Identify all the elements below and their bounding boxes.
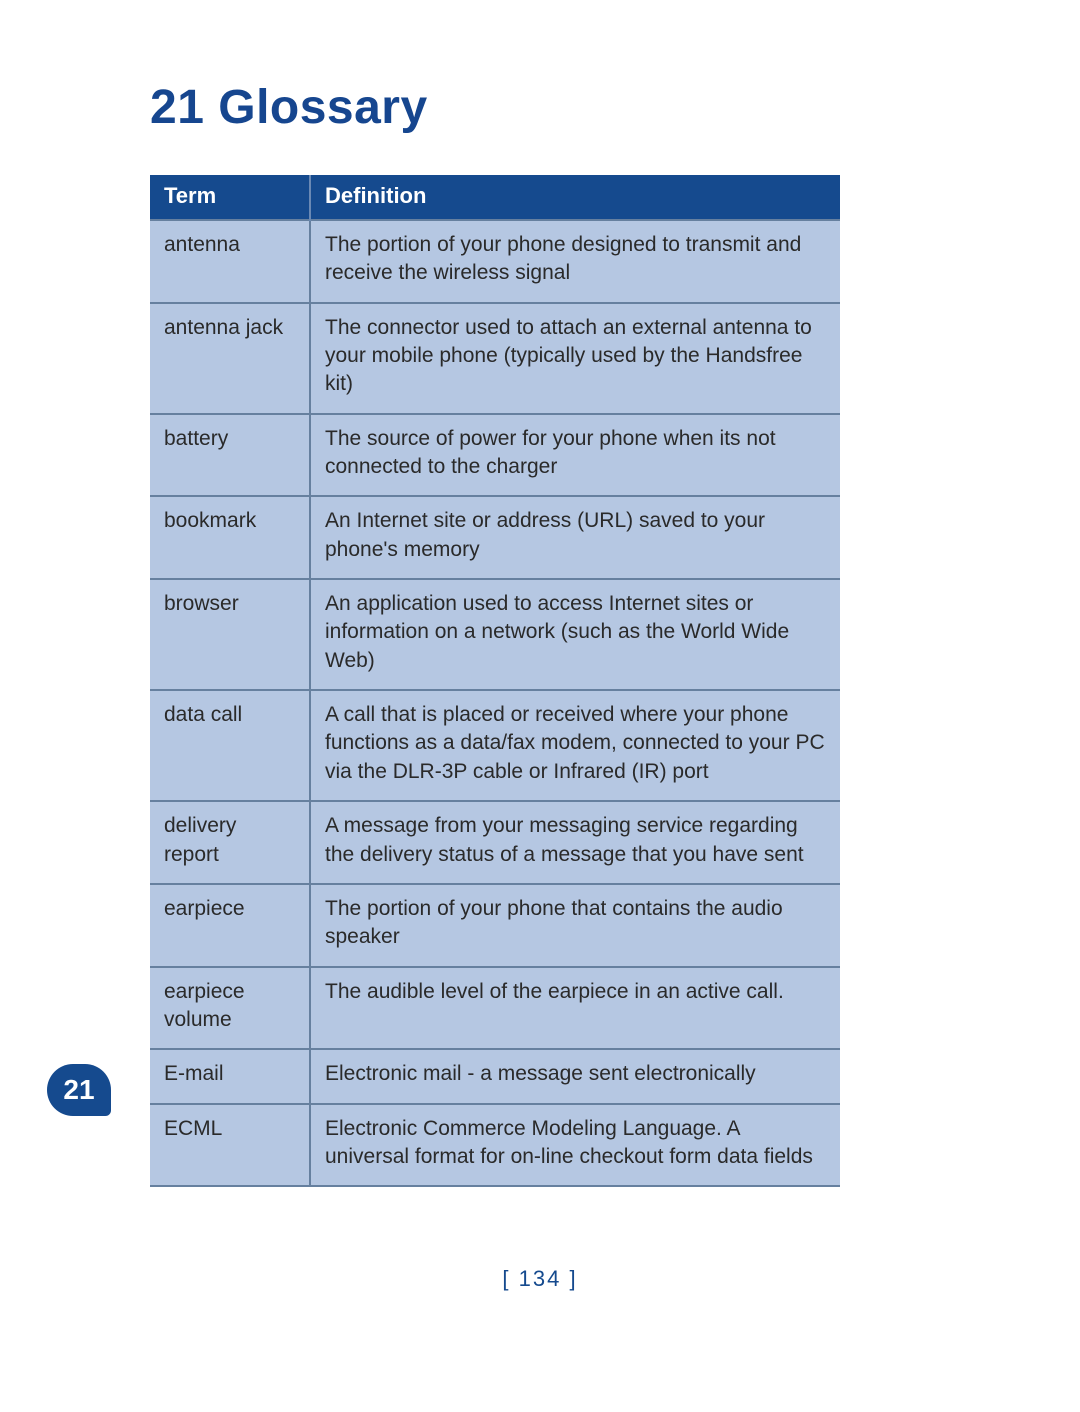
definition-cell: The audible level of the earpiece in an … <box>310 967 840 1050</box>
page-number: [ 134 ] <box>0 1266 1080 1292</box>
column-header-definition: Definition <box>310 175 840 220</box>
term-cell: antenna <box>150 220 310 303</box>
definition-cell: Electronic Commerce Modeling Language. A… <box>310 1104 840 1187</box>
table-row: delivery report A message from your mess… <box>150 801 840 884</box>
table-row: earpiece The portion of your phone that … <box>150 884 840 967</box>
glossary-table: Term Definition antenna The portion of y… <box>150 175 840 1187</box>
table-row: E-mail Electronic mail - a message sent … <box>150 1049 840 1103</box>
definition-cell: An Internet site or address (URL) saved … <box>310 496 840 579</box>
table-row: data call A call that is placed or recei… <box>150 690 840 801</box>
term-cell: battery <box>150 414 310 497</box>
column-header-term: Term <box>150 175 310 220</box>
table-row: earpiece volume The audible level of the… <box>150 967 840 1050</box>
chapter-side-tab: 21 <box>47 1064 111 1116</box>
definition-cell: A message from your messaging service re… <box>310 801 840 884</box>
definition-cell: The source of power for your phone when … <box>310 414 840 497</box>
glossary-table-body: antenna The portion of your phone design… <box>150 220 840 1186</box>
table-row: antenna The portion of your phone design… <box>150 220 840 303</box>
chapter-title: 21 Glossary <box>150 80 970 135</box>
page: 21 Glossary Term Definition antenna The … <box>0 0 1080 1412</box>
term-cell: bookmark <box>150 496 310 579</box>
term-cell: data call <box>150 690 310 801</box>
term-cell: earpiece <box>150 884 310 967</box>
definition-cell: An application used to access Internet s… <box>310 579 840 690</box>
definition-cell: The connector used to attach an external… <box>310 303 840 414</box>
table-row: antenna jack The connector used to attac… <box>150 303 840 414</box>
term-cell: earpiece volume <box>150 967 310 1050</box>
table-row: browser An application used to access In… <box>150 579 840 690</box>
term-cell: antenna jack <box>150 303 310 414</box>
table-header-row: Term Definition <box>150 175 840 220</box>
definition-cell: Electronic mail - a message sent electro… <box>310 1049 840 1103</box>
table-row: battery The source of power for your pho… <box>150 414 840 497</box>
definition-cell: A call that is placed or received where … <box>310 690 840 801</box>
term-cell: E-mail <box>150 1049 310 1103</box>
table-row: bookmark An Internet site or address (UR… <box>150 496 840 579</box>
term-cell: delivery report <box>150 801 310 884</box>
table-row: ECML Electronic Commerce Modeling Langua… <box>150 1104 840 1187</box>
definition-cell: The portion of your phone designed to tr… <box>310 220 840 303</box>
definition-cell: The portion of your phone that contains … <box>310 884 840 967</box>
term-cell: browser <box>150 579 310 690</box>
term-cell: ECML <box>150 1104 310 1187</box>
